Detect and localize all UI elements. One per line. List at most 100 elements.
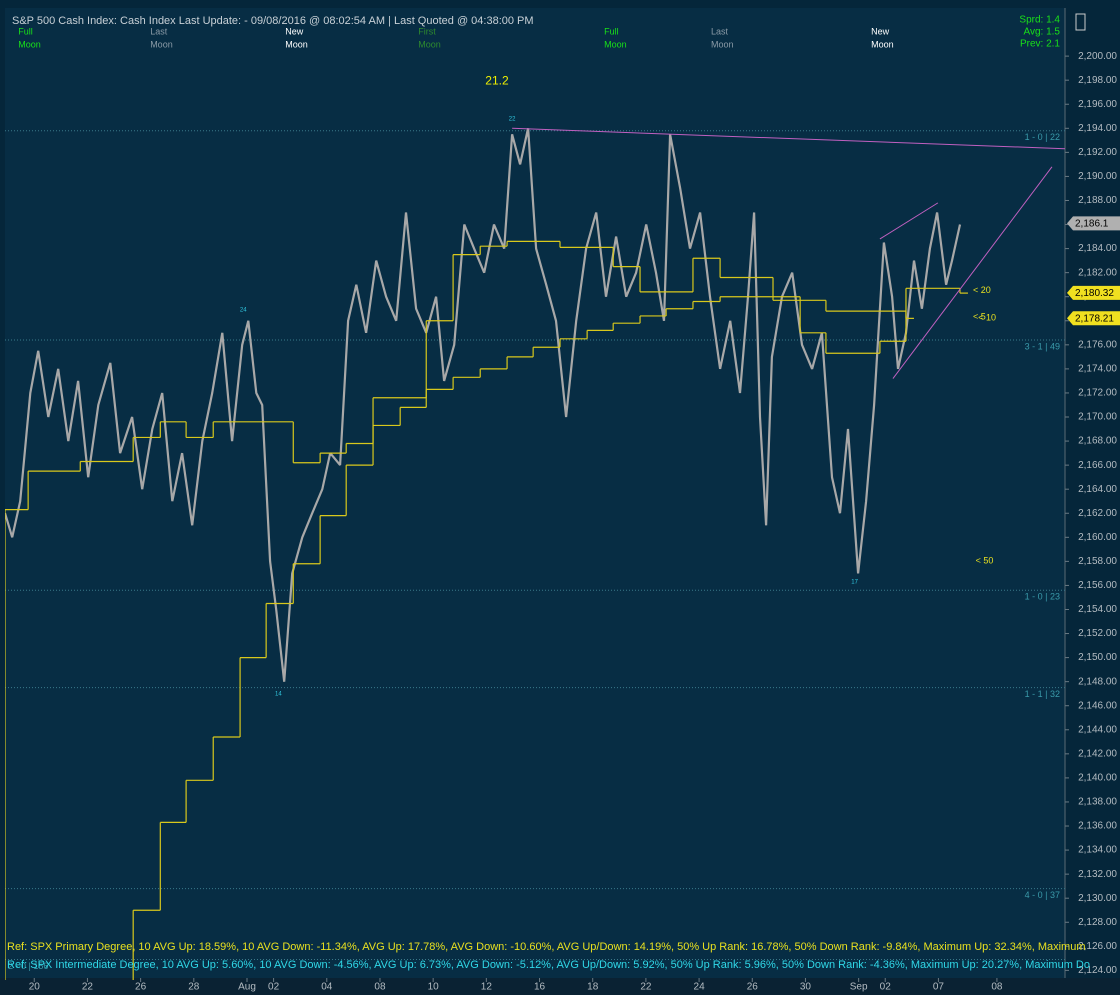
y-tick-label: 2,160.00	[1078, 532, 1117, 543]
x-tick-label: 22	[640, 982, 652, 993]
x-tick-label: 02	[880, 982, 892, 993]
y-tick-label: 2,182.00	[1078, 267, 1117, 278]
menu-icon[interactable]	[1075, 13, 1086, 31]
level-label: 2 - 0 | 156	[8, 961, 48, 971]
pivot-label: 17	[851, 579, 858, 585]
moon-label: Moon	[18, 39, 41, 49]
y-tick-label: 2,124.00	[1078, 965, 1117, 976]
moon-label: Moon	[418, 39, 441, 49]
annotation: 21.2	[485, 74, 509, 88]
y-tick-label: 2,188.00	[1078, 195, 1117, 206]
y-tick-label: 2,152.00	[1078, 628, 1117, 639]
y-tick-label: 2,148.00	[1078, 676, 1117, 687]
y-tick-label: 2,164.00	[1078, 484, 1117, 495]
x-tick-label: 07	[933, 982, 945, 993]
moon-label: Moon	[150, 39, 173, 49]
y-tick-label: 2,146.00	[1078, 700, 1117, 711]
price-line	[5, 128, 962, 682]
y-tick-label: 2,158.00	[1078, 556, 1117, 567]
stat: Sprd: 1.4	[1019, 15, 1060, 26]
y-tick-label: 2,174.00	[1078, 364, 1117, 375]
ma-label: < 20	[973, 285, 991, 295]
y-tick-label: 2,130.00	[1078, 893, 1117, 904]
y-tick-label: 2,132.00	[1078, 869, 1117, 880]
moon-label: New	[285, 26, 304, 36]
x-tick-label: 08	[991, 982, 1003, 993]
trendline	[879, 202, 939, 240]
plot-layer	[5, 127, 1065, 980]
y-tick-label: 2,190.00	[1078, 171, 1117, 182]
stat: Prev: 2.1	[1020, 39, 1060, 50]
y-tick-label: 2,198.00	[1078, 75, 1117, 86]
moon-label: Full	[18, 26, 33, 36]
ma-label: < 10	[978, 313, 996, 323]
y-tick-label: 2,172.00	[1078, 388, 1117, 399]
price-tag-label: 2,180.32	[1075, 288, 1114, 299]
x-tick-label: 12	[481, 982, 493, 993]
price-tag	[1067, 285, 1120, 300]
pivot-label: 24	[240, 308, 247, 314]
y-tick-label: 2,168.00	[1078, 436, 1117, 447]
level-label: 1 - 1 | 32	[1025, 689, 1060, 699]
price-tag-label: 2,186.1	[1075, 218, 1109, 229]
moon-label: New	[871, 26, 890, 36]
y-tick-label: 2,142.00	[1078, 748, 1117, 759]
price-tag-label: 2,178.21	[1075, 313, 1114, 324]
moon-label: Last	[711, 26, 729, 36]
level-label: 1 - 0 | 23	[1025, 592, 1060, 602]
trendline	[892, 166, 1053, 379]
y-tick-label: 2,200.00	[1078, 51, 1117, 62]
y-tick-label: 2,192.00	[1078, 147, 1117, 158]
y-tick-label: 2,154.00	[1078, 604, 1117, 615]
price-tag	[1067, 311, 1120, 326]
x-tick-label: 10	[428, 982, 440, 993]
x-tick-label: Aug	[238, 982, 256, 993]
x-tick-label: 26	[135, 982, 147, 993]
ma-label: < 5	[973, 312, 986, 322]
x-tick-label: Sep	[850, 982, 868, 993]
x-tick-label: 22	[82, 982, 94, 993]
moon-label: Moon	[285, 39, 308, 49]
y-tick-label: 2,134.00	[1078, 845, 1117, 856]
y-tick-label: 2,126.00	[1078, 941, 1117, 952]
x-tick-label: 26	[747, 982, 759, 993]
x-tick-label: 08	[374, 982, 386, 993]
x-tick-label: 30	[800, 982, 812, 993]
moon-label: Moon	[604, 39, 627, 49]
level-label: 1 - 0 | 22	[1025, 132, 1060, 142]
pivot-label: 22	[509, 116, 516, 122]
footer-text: Ref: SPX Primary Degree, 10 AVG Up: 18.5…	[7, 941, 1086, 953]
y-tick-label: 2,138.00	[1078, 797, 1117, 808]
y-tick-label: 2,194.00	[1078, 123, 1117, 134]
level-label: 3 - 1 | 49	[1025, 341, 1060, 351]
x-axis-strip	[0, 978, 1120, 995]
y-tick-label: 2,150.00	[1078, 652, 1117, 663]
moon-label: Full	[604, 26, 619, 36]
level-label: 4 - 0 | 37	[1025, 890, 1060, 900]
y-tick-label: 2,166.00	[1078, 460, 1117, 471]
chart-title: S&P 500 Cash Index: Cash Index Last Upda…	[12, 15, 534, 27]
y-tick-label: 2,196.00	[1078, 99, 1117, 110]
y-tick-label: 2,184.00	[1078, 243, 1117, 254]
x-tick-label: 20	[29, 982, 41, 993]
footer-text: Ref: SPX Intermediate Degree, 10 AVG Up:…	[7, 959, 1090, 971]
y-tick-label: 2,156.00	[1078, 580, 1117, 591]
y-tick-label: 2,140.00	[1078, 773, 1117, 784]
y-tick-label: 2,136.00	[1078, 821, 1117, 832]
y-tick-label: 2,176.00	[1078, 339, 1117, 350]
y-tick-label: 2,144.00	[1078, 724, 1117, 735]
price-tag	[1067, 216, 1120, 231]
moon-label: Moon	[871, 39, 894, 49]
y-tick-label: 2,162.00	[1078, 508, 1117, 519]
y-tick-label: 2,128.00	[1078, 917, 1117, 928]
x-tick-label: 16	[534, 982, 546, 993]
x-tick-label: 18	[587, 982, 599, 993]
x-tick-label: 04	[321, 982, 333, 993]
stat: Avg: 1.5	[1023, 27, 1060, 38]
moon-label: Moon	[711, 39, 734, 49]
x-tick-label: 24	[694, 982, 706, 993]
y-tick-label: 2,170.00	[1078, 412, 1117, 423]
moon-label: Last	[150, 26, 168, 36]
